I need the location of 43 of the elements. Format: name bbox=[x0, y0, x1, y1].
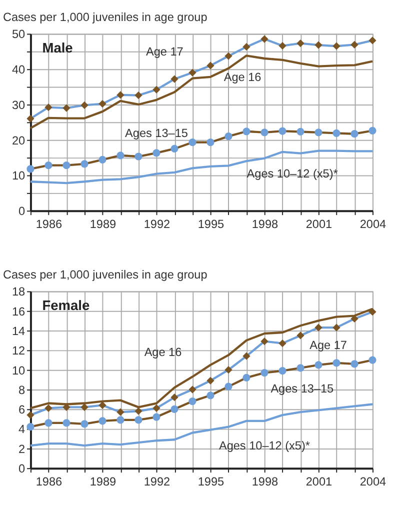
series-label: Ages 13–15 bbox=[270, 382, 334, 396]
series-label: Age 16 bbox=[144, 346, 182, 360]
y-tick-label: 0 bbox=[18, 462, 26, 476]
y-tick-label: 10 bbox=[12, 364, 26, 378]
y-axis-title: Cases per 1,000 juveniles in age group bbox=[2, 268, 208, 282]
y-tick-label: 50 bbox=[12, 28, 26, 42]
series-label: Age 16 bbox=[224, 71, 262, 84]
x-tick-label: 2004 bbox=[360, 475, 387, 488]
y-tick-label: 20 bbox=[12, 134, 26, 148]
x-tick-label: 2001 bbox=[306, 218, 332, 231]
series-label: Ages 13–15 bbox=[125, 127, 188, 140]
x-tick-label: 1998 bbox=[252, 218, 279, 231]
x-tick-label: 1992 bbox=[144, 475, 170, 488]
x-tick-label: 1995 bbox=[198, 218, 225, 231]
y-tick-label: 0 bbox=[18, 205, 26, 218]
y-axis-title: Cases per 1,000 juveniles in age group bbox=[2, 10, 208, 24]
x-tick-label: 1986 bbox=[36, 475, 63, 488]
y-tick-label: 40 bbox=[12, 64, 26, 77]
y-tick-label: 30 bbox=[12, 98, 26, 112]
x-tick-label: 1992 bbox=[144, 218, 170, 231]
line-series bbox=[29, 150, 374, 184]
y-tick-label: 16 bbox=[12, 305, 26, 318]
y-tick-label: 4 bbox=[18, 423, 26, 436]
x-tick-label: 2001 bbox=[306, 475, 332, 488]
y-tick-label: 6 bbox=[18, 404, 26, 417]
x-tick-label: 1986 bbox=[36, 218, 63, 231]
x-tick-label: 1989 bbox=[90, 475, 116, 488]
text: Female bbox=[42, 298, 90, 313]
series-label: Age 17 bbox=[310, 339, 347, 352]
x-tick-label: 2004 bbox=[360, 218, 387, 231]
series-label: Age 17 bbox=[146, 45, 184, 58]
x-tick-label: 1998 bbox=[252, 475, 279, 488]
series-label: Ages 10–12 (x5)* bbox=[218, 439, 310, 452]
y-tick-label: 8 bbox=[18, 384, 26, 397]
y-tick-label: 18 bbox=[12, 286, 26, 299]
text: Male bbox=[42, 40, 74, 56]
y-tick-label: 2 bbox=[18, 442, 26, 456]
y-tick-label: 12 bbox=[12, 344, 26, 358]
y-tick-label: 14 bbox=[12, 324, 26, 338]
x-tick-label: 1995 bbox=[198, 475, 225, 488]
x-tick-label: 1989 bbox=[90, 218, 116, 231]
y-tick-label: 10 bbox=[12, 170, 26, 183]
series-label: Ages 10–12 (x5)* bbox=[246, 167, 338, 180]
